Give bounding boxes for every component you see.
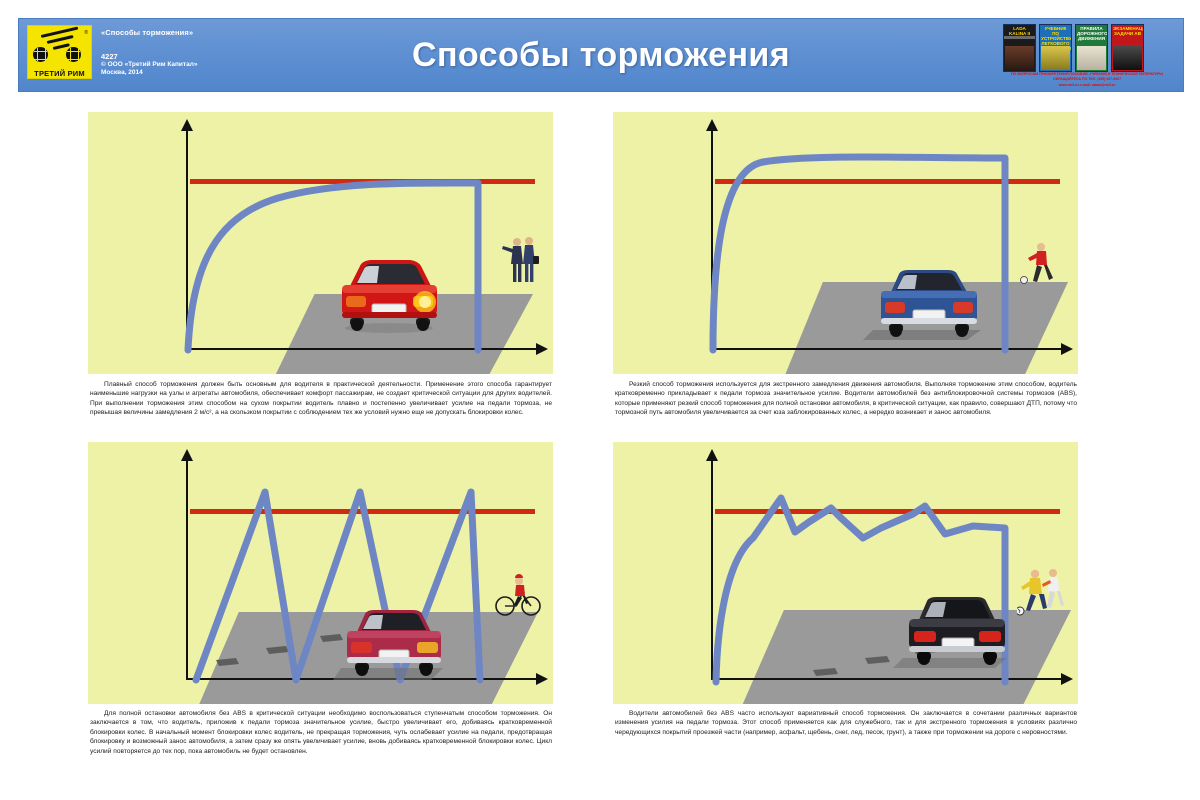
wheel-icon-right <box>66 47 81 62</box>
pedestrian-child <box>1020 243 1053 284</box>
book-cover-title: LADA KALINA II <box>1008 26 1030 36</box>
chart-smooth <box>88 112 553 374</box>
book-cover-image <box>1113 46 1142 70</box>
book-cover-image <box>1005 46 1034 70</box>
book-covers-strip: LADA KALINA II УЧЕБНИК ПО УСТРОЙСТВУ ЛЕГ… <box>1003 24 1171 88</box>
cover-band <box>1004 36 1035 39</box>
caption-smooth: Плавный способ торможения должен быть ос… <box>90 380 552 418</box>
y-axis <box>706 119 718 350</box>
city-year-line: Москва, 2014 <box>101 69 143 76</box>
publisher-meta: «Способы торможения» 4227 © ООО «Третий … <box>101 25 197 77</box>
poster-code: 4227 <box>101 52 118 61</box>
y-axis <box>181 119 193 350</box>
page-title-text: Способы торможения <box>412 35 790 74</box>
book-cover[interactable]: LADA KALINA II <box>1003 24 1036 72</box>
panel-variable-chart <box>613 442 1078 704</box>
caption-stepwise-text: Для полной остановки автомобиля без ABS … <box>90 710 552 755</box>
children-playing-illustration <box>1017 569 1064 616</box>
poster-header: ® ТРЕТИЙ РИМ «Способы торможения» 4227 ©… <box>18 18 1184 92</box>
y-axis <box>181 449 193 680</box>
x-axis <box>711 673 1073 685</box>
publisher-logo: ® ТРЕТИЙ РИМ <box>27 25 92 79</box>
caption-smooth-text: Плавный способ торможения должен быть ос… <box>90 381 552 417</box>
x-axis <box>186 343 548 355</box>
limit-line <box>715 179 1060 184</box>
book-covers-row: LADA KALINA II УЧЕБНИК ПО УСТРОЙСТВУ ЛЕГ… <box>1003 24 1171 72</box>
road-surface <box>741 610 1071 704</box>
publisher-block: ® ТРЕТИЙ РИМ «Способы торможения» 4227 ©… <box>27 25 277 85</box>
curve-variable <box>712 494 1009 686</box>
publisher-contact-note: ПО ВОПРОСАМ ПРИОБРЕТЕНИЯ ПОСОБИЙ, УЧЕБНО… <box>1011 72 1163 81</box>
curve-smooth <box>184 179 482 354</box>
book-cover[interactable]: ЭКЗАМЕНАЦИОННЫЕ ЗАДАЧИ АВ <box>1111 24 1144 72</box>
chart-sharp <box>613 112 1078 374</box>
caption-variable-text: Водители автомобилей без ABS часто испол… <box>615 710 1077 736</box>
caption-variable: Водители автомобилей без ABS часто испол… <box>615 709 1077 737</box>
chart-variable <box>613 442 1078 704</box>
copyright-line: © ООО «Третий Рим Капитал» <box>101 61 198 68</box>
book-cover-image <box>1077 46 1106 70</box>
curve-stepwise <box>192 488 484 684</box>
car-illustration <box>342 260 437 333</box>
registered-mark-icon: ® <box>84 30 88 36</box>
x-axis <box>711 343 1073 355</box>
curve-sharp <box>709 153 1009 354</box>
book-cover-title: ПРАВИЛА ДОРОЖНОГО ДВИЖЕНИЯ <box>1077 26 1108 41</box>
panel-sharp-chart <box>613 112 1078 374</box>
poster-subtitle: «Способы торможения» <box>101 28 194 37</box>
book-cover-image <box>1041 46 1070 70</box>
book-cover[interactable]: ПРАВИЛА ДОРОЖНОГО ДВИЖЕНИЯ <box>1075 24 1108 72</box>
caption-sharp-text: Резкий способ торможения используется дл… <box>615 381 1077 417</box>
wheel-icon-left <box>33 47 48 62</box>
panel-stepwise-chart <box>88 442 553 704</box>
logo-brand-text: ТРЕТИЙ РИМ <box>34 69 85 78</box>
publisher-website-note: www.rm3.ru e-mail: zakaz@rm3.ru <box>1058 83 1116 88</box>
car-illustration <box>893 597 1007 668</box>
chart-stepwise <box>88 442 553 704</box>
panel-smooth-chart <box>88 112 553 374</box>
cyclist-illustration <box>495 574 541 616</box>
limit-line <box>715 509 1060 514</box>
car-illustration <box>333 610 443 680</box>
car-illustration <box>863 270 981 340</box>
book-cover-title: ЭКЗАМЕНАЦИОННЫЕ ЗАДАЧИ АВ <box>1113 26 1143 36</box>
pedestrian-group <box>502 237 539 282</box>
caption-sharp: Резкий способ торможения используется дл… <box>615 380 1077 418</box>
y-axis <box>706 449 718 680</box>
book-cover[interactable]: УЧЕБНИК ПО УСТРОЙСТВУ ЛЕГКОВОГО АВТОМОБИ… <box>1039 24 1072 72</box>
caption-stepwise: Для полной остановки автомобиля без ABS … <box>90 709 552 756</box>
